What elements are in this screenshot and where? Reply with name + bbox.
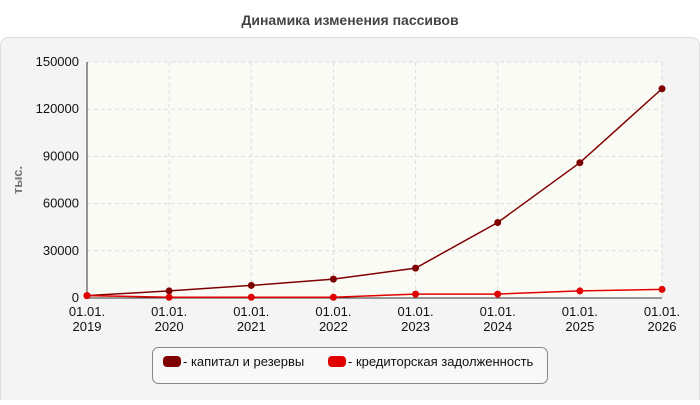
series-line bbox=[86, 88, 663, 297]
legend-swatch bbox=[328, 356, 346, 367]
y-tick-label: 150000 bbox=[36, 54, 79, 69]
x-tick-label: 01.01. bbox=[233, 304, 269, 319]
data-point bbox=[494, 290, 502, 298]
data-point bbox=[83, 292, 91, 300]
x-tick-label: 01.01. bbox=[480, 304, 516, 319]
y-tick-label: 0 bbox=[72, 290, 79, 305]
data-point bbox=[247, 281, 255, 289]
data-point bbox=[494, 218, 502, 226]
x-tick-label: 01.01. bbox=[562, 304, 598, 319]
x-tick-label: 2026 bbox=[648, 319, 677, 334]
legend-label: - капитал и резервы bbox=[183, 354, 304, 369]
series-line bbox=[86, 288, 663, 298]
x-tick-label: 2020 bbox=[155, 319, 184, 334]
x-tick-label: 2021 bbox=[237, 319, 266, 334]
y-tick-label: 90000 bbox=[43, 148, 79, 163]
y-tick-label: 120000 bbox=[36, 101, 79, 116]
data-point bbox=[329, 293, 337, 301]
data-point bbox=[412, 290, 420, 298]
x-tick-label: 01.01. bbox=[644, 304, 680, 319]
y-axis-label: тыс. bbox=[10, 166, 25, 194]
y-tick-label: 60000 bbox=[43, 196, 79, 211]
x-tick-label: 01.01. bbox=[69, 304, 105, 319]
x-tick-label: 2023 bbox=[401, 319, 430, 334]
x-tick-label: 2024 bbox=[483, 319, 512, 334]
x-tick-label: 01.01. bbox=[397, 304, 433, 319]
data-point bbox=[329, 275, 337, 283]
y-tick-label: 30000 bbox=[43, 243, 79, 258]
x-tick-label: 2019 bbox=[73, 319, 102, 334]
data-point bbox=[658, 285, 666, 293]
x-tick-label: 01.01. bbox=[315, 304, 351, 319]
data-point bbox=[576, 287, 584, 295]
data-point bbox=[576, 159, 584, 167]
data-point bbox=[165, 293, 173, 301]
legend-label: - кредиторская задолженность bbox=[348, 354, 534, 369]
data-point bbox=[412, 264, 420, 272]
x-tick-label: 2022 bbox=[319, 319, 348, 334]
data-point bbox=[658, 85, 666, 93]
chart-title: Динамика изменения пассивов bbox=[241, 12, 459, 28]
data-point bbox=[247, 293, 255, 301]
x-tick-label: 01.01. bbox=[151, 304, 187, 319]
x-tick-label: 2025 bbox=[565, 319, 594, 334]
plot-area bbox=[87, 62, 662, 298]
legend-swatch bbox=[163, 356, 181, 367]
legend bbox=[152, 347, 548, 384]
data-point bbox=[165, 287, 173, 295]
